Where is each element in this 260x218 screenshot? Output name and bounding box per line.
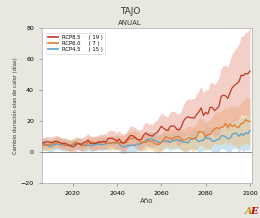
Y-axis label: Cambio duración olas de calor (días): Cambio duración olas de calor (días) (12, 57, 18, 154)
Text: A: A (245, 207, 252, 216)
X-axis label: Año: Año (140, 198, 154, 204)
Text: TAJO: TAJO (120, 7, 140, 15)
Legend: RCP8.5     ( 19 ), RCP6.0     ( 7 ), RCP4.5     ( 15 ): RCP8.5 ( 19 ), RCP6.0 ( 7 ), RCP4.5 ( 15… (46, 32, 105, 54)
Text: ANUAL: ANUAL (118, 20, 142, 26)
Text: E: E (250, 207, 257, 216)
